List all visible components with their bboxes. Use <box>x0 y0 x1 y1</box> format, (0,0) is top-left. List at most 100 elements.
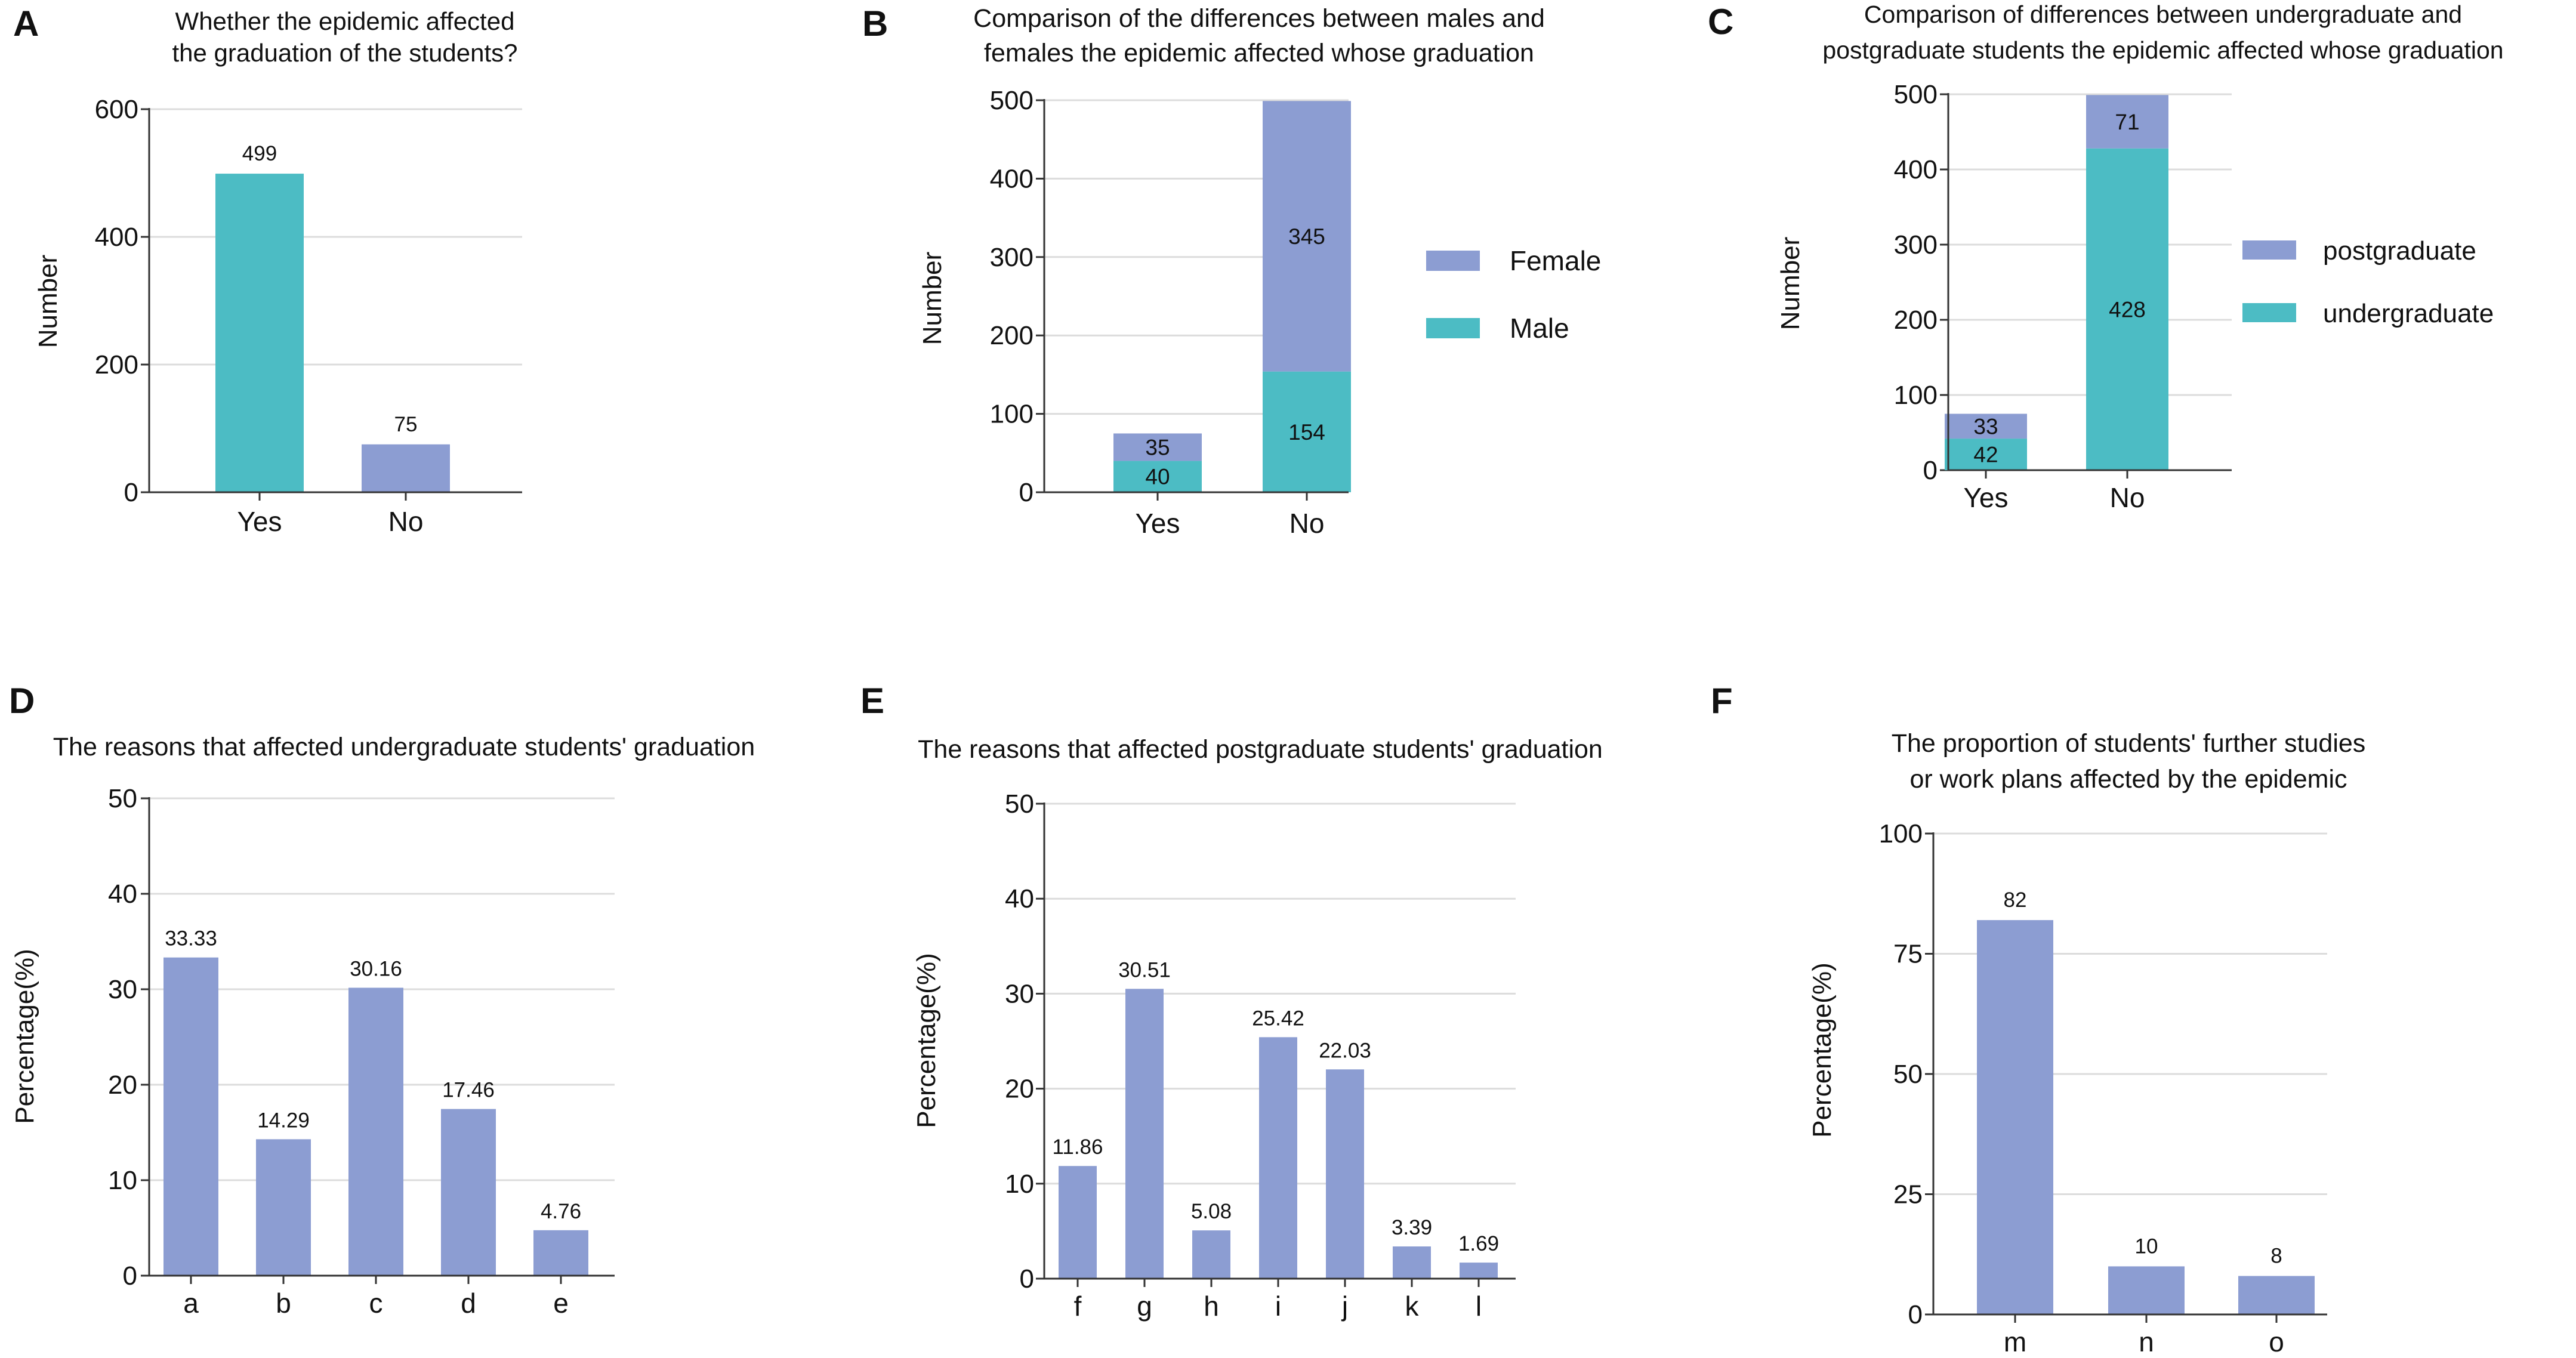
bar-b <box>256 1139 311 1276</box>
legend-label: Female <box>1510 245 1601 276</box>
y-axis-label: Percentage(%) <box>912 953 941 1128</box>
chart-title-line: females the epidemic affected whose grad… <box>984 39 1534 67</box>
bar-value-label: 345 <box>1288 224 1325 249</box>
x-tick-label: l <box>1476 1291 1482 1322</box>
bar-undergraduate-no <box>2086 148 2168 471</box>
bar-value-label: 82 <box>2004 888 2027 912</box>
y-tick-label: 400 <box>990 164 1034 193</box>
chart-title-line: Whether the epidemic affected <box>175 7 515 35</box>
y-tick-label: 40 <box>1005 884 1034 913</box>
x-tick-label: n <box>2139 1326 2154 1357</box>
bar-no <box>362 444 450 492</box>
bar-value-label: 4.76 <box>541 1200 581 1223</box>
y-tick-label: 40 <box>108 879 137 909</box>
bar-c <box>348 987 403 1276</box>
bar-value-label: 75 <box>394 413 418 436</box>
y-tick-label: 0 <box>1923 456 1938 485</box>
panel-letter: C <box>1708 2 1733 42</box>
bar-m <box>1977 920 2053 1314</box>
chart-title-line: Comparison of differences between underg… <box>1864 1 2462 28</box>
y-tick-label: 500 <box>1894 80 1938 109</box>
bar-value-label: 11.86 <box>1053 1135 1103 1159</box>
bar-i <box>1259 1037 1297 1279</box>
bar-value-label: 428 <box>2109 297 2146 322</box>
panel-letter: D <box>9 681 35 721</box>
bar-value-label: 3.39 <box>1392 1216 1432 1239</box>
x-tick-label: e <box>553 1288 569 1319</box>
bar-n <box>2108 1266 2185 1314</box>
bar-h <box>1192 1230 1230 1279</box>
x-tick-label: No <box>2110 482 2145 513</box>
x-tick-label: c <box>369 1288 383 1319</box>
x-tick-label: m <box>2004 1326 2026 1357</box>
bar-value-label: 10 <box>2135 1234 2158 1258</box>
bar-value-label: 42 <box>1973 443 1998 467</box>
y-tick-label: 200 <box>1894 305 1938 335</box>
bar-value-label: 71 <box>2115 110 2139 134</box>
panel-e: E The reasons that affected postgraduate … <box>860 681 1603 1322</box>
y-tick-label: 25 <box>1893 1180 1923 1209</box>
bar-value-label: 8 <box>2270 1245 2282 1268</box>
y-tick-label: 50 <box>1005 789 1034 819</box>
panel-c: C Comparison of differences between under… <box>1708 1 2504 513</box>
x-tick-label: Yes <box>1963 482 2008 513</box>
legend-swatch-postgraduate <box>2242 240 2296 260</box>
y-tick-label: 30 <box>1005 979 1034 1008</box>
chart-title-line: The proportion of students' further stud… <box>1892 729 2366 758</box>
panel-b: B Comparison of the differences between m… <box>862 4 1601 539</box>
bar-male-no <box>1263 371 1351 492</box>
y-tick-label: 100 <box>1879 819 1923 848</box>
bar-value-label: 17.46 <box>442 1079 495 1102</box>
bar-value-label: 30.16 <box>350 957 402 980</box>
y-tick-label: 0 <box>1908 1300 1923 1329</box>
y-axis-label: Percentage(%) <box>10 949 39 1124</box>
panel-letter: F <box>1711 681 1733 721</box>
y-axis-label: Number <box>1776 237 1805 331</box>
bar-f <box>1059 1166 1097 1279</box>
y-tick-label: 30 <box>108 975 137 1004</box>
bar-male-yes <box>1113 461 1202 492</box>
x-tick-label: No <box>388 506 424 537</box>
y-tick-label: 20 <box>1005 1075 1034 1104</box>
x-tick-label: k <box>1405 1291 1420 1322</box>
y-tick-label: 50 <box>1893 1060 1923 1089</box>
y-tick-label: 600 <box>95 95 138 124</box>
y-tick-label: 0 <box>1019 478 1034 507</box>
legend-label: undergraduate <box>2323 299 2494 328</box>
x-tick-label: No <box>1289 508 1325 539</box>
legend-swatch-male <box>1426 318 1480 338</box>
x-tick-label: d <box>461 1288 476 1319</box>
bar-value-label: 30.51 <box>1118 958 1171 982</box>
bar-g <box>1125 989 1164 1279</box>
bar-female-no <box>1263 101 1351 372</box>
bar-postgraduate-yes <box>1945 413 2027 439</box>
bar-j <box>1326 1069 1364 1279</box>
chart-title-line: The reasons that affected undergraduate … <box>53 733 755 761</box>
bar-k <box>1393 1246 1431 1279</box>
bar-value-label: 154 <box>1288 420 1325 445</box>
legend-swatch-undergraduate <box>2242 303 2296 322</box>
legend-label: Male <box>1510 313 1569 344</box>
panel-d: D The reasons that affected undergraduate… <box>9 681 755 1319</box>
chart-title-line: The reasons that affected postgraduate s… <box>918 735 1603 764</box>
panel-a: A Whether the epidemic affected the gradua… <box>13 4 522 537</box>
y-tick-label: 10 <box>108 1166 137 1195</box>
y-axis-label: Percentage(%) <box>1807 962 1837 1137</box>
bar-value-label: 40 <box>1145 465 1170 489</box>
y-tick-label: 300 <box>990 243 1034 272</box>
y-axis-label: Number <box>918 252 947 345</box>
x-tick-label: Yes <box>237 506 282 537</box>
bar-value-label: 14.29 <box>257 1109 310 1132</box>
y-tick-label: 200 <box>990 321 1034 350</box>
chart-title-line: Comparison of the differences between ma… <box>973 4 1545 33</box>
bar-undergraduate-yes <box>1945 439 2027 470</box>
bar-e <box>533 1230 588 1276</box>
legend-label: postgraduate <box>2323 236 2476 266</box>
panel-letter: A <box>13 4 39 44</box>
y-tick-label: 75 <box>1893 940 1923 969</box>
chart-title-line: postgraduate students the epidemic affec… <box>1822 36 2503 64</box>
bar-postgraduate-no <box>2086 95 2168 149</box>
x-tick-label: j <box>1341 1291 1348 1322</box>
bar-value-label: 33 <box>1973 414 1998 439</box>
